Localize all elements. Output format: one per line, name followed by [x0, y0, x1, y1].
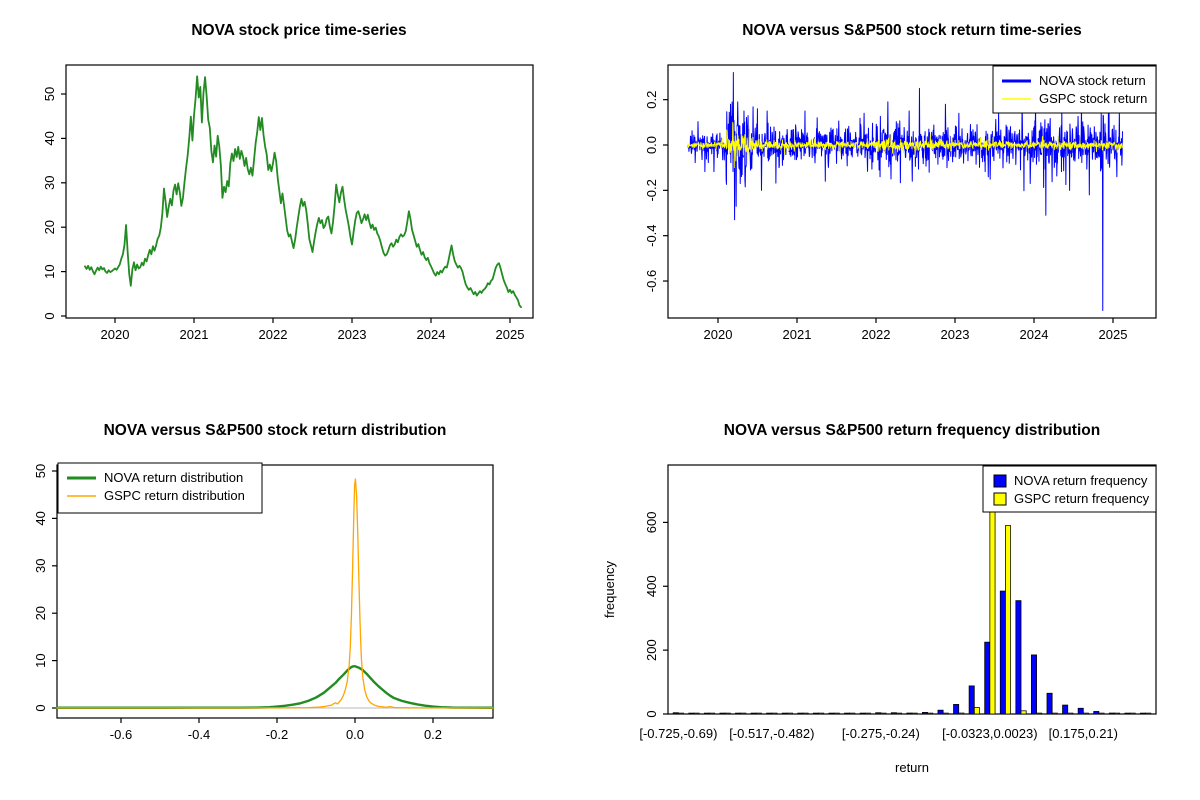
return-chart: 2020 2021 2022 2023 2024 2025 0.2 0.0 -0.2 -0.4 -0… — [644, 64, 1157, 342]
svg-text:GSPC return frequency: GSPC return frequency — [1014, 491, 1150, 506]
density-chart: -0.6 -0.4 -0.2 0.0 0.2 0 10 20 30 40 50 NOVA return… — [33, 462, 495, 742]
price-chart-title: NOVA stock price time-series — [191, 22, 407, 39]
svg-text:2025: 2025 — [496, 327, 525, 342]
svg-text:-0.4: -0.4 — [644, 224, 659, 246]
svg-text:[-0.0323,0.0023): [-0.0323,0.0023) — [942, 726, 1037, 741]
svg-text:return: return — [895, 760, 929, 775]
frequency-chart: 0 200 400 600 [-0.725,-0.69) [-0.517,-0.482) [… — [602, 464, 1157, 775]
svg-text:0.2: 0.2 — [424, 727, 442, 742]
svg-text:2022: 2022 — [862, 327, 891, 342]
svg-text:2023: 2023 — [338, 327, 367, 342]
frequency-chart-title: NOVA versus S&P500 return frequency dist… — [723, 422, 1101, 439]
svg-text:50: 50 — [42, 87, 57, 101]
svg-text:[-0.517,-0.482): [-0.517,-0.482) — [729, 726, 814, 741]
svg-text:10: 10 — [42, 264, 57, 278]
svg-text:20: 20 — [42, 220, 57, 234]
panel-density-chart: NOVA versus S&P500 stock return distribu… — [0, 400, 600, 800]
svg-text:2020: 2020 — [704, 327, 733, 342]
svg-text:0: 0 — [42, 312, 57, 319]
svg-text:0.2: 0.2 — [644, 91, 659, 109]
svg-text:-0.2: -0.2 — [266, 727, 288, 742]
svg-text:[-0.725,-0.69): [-0.725,-0.69) — [639, 726, 717, 741]
return-chart-title: NOVA versus S&P500 stock return time-ser… — [742, 22, 1082, 39]
svg-text:2021: 2021 — [783, 327, 812, 342]
svg-text:30: 30 — [33, 559, 48, 573]
svg-text:2024: 2024 — [1020, 327, 1049, 342]
svg-text:[-0.275,-0.24): [-0.275,-0.24) — [842, 726, 920, 741]
svg-text:0.0: 0.0 — [644, 136, 659, 154]
svg-text:2025: 2025 — [1099, 327, 1128, 342]
svg-text:-0.2: -0.2 — [644, 179, 659, 201]
svg-text:-0.6: -0.6 — [110, 727, 132, 742]
svg-text:NOVA return frequency: NOVA return frequency — [1014, 473, 1148, 488]
svg-text:2024: 2024 — [417, 327, 446, 342]
svg-text:20: 20 — [33, 606, 48, 620]
svg-text:50: 50 — [33, 464, 48, 478]
svg-text:frequency: frequency — [602, 560, 617, 618]
svg-text:GSPC return distribution: GSPC return distribution — [104, 488, 245, 503]
svg-text:2023: 2023 — [941, 327, 970, 342]
svg-text:2022: 2022 — [259, 327, 288, 342]
svg-text:-0.4: -0.4 — [188, 727, 210, 742]
price-chart: 2020 2021 2022 2023 2024 2025 0 10 20 30 40 50 — [42, 64, 534, 342]
svg-text:200: 200 — [644, 639, 659, 661]
panel-return-chart: NOVA versus S&P500 stock return time-ser… — [600, 0, 1200, 400]
svg-text:2020: 2020 — [101, 327, 130, 342]
svg-text:2021: 2021 — [180, 327, 209, 342]
svg-text:NOVA stock return: NOVA stock return — [1039, 73, 1146, 88]
svg-text:10: 10 — [33, 653, 48, 667]
svg-text:600: 600 — [644, 512, 659, 534]
svg-text:0: 0 — [33, 704, 48, 711]
panel-frequency-chart: NOVA versus S&P500 return frequency dist… — [600, 400, 1200, 800]
density-chart-title: NOVA versus S&P500 stock return distribu… — [103, 422, 447, 439]
svg-text:40: 40 — [42, 131, 57, 145]
svg-text:40: 40 — [33, 511, 48, 525]
panel-price-chart: NOVA stock price time-series 2020 2021 202… — [0, 0, 600, 400]
svg-text:30: 30 — [42, 176, 57, 190]
svg-text:GSPC stock return: GSPC stock return — [1039, 91, 1147, 106]
svg-text:NOVA return distribution: NOVA return distribution — [104, 470, 243, 485]
svg-text:0: 0 — [644, 710, 659, 717]
svg-text:-0.6: -0.6 — [644, 270, 659, 292]
svg-text:0.0: 0.0 — [346, 727, 364, 742]
svg-text:400: 400 — [644, 575, 659, 597]
svg-text:[0.175,0.21): [0.175,0.21) — [1049, 726, 1118, 741]
